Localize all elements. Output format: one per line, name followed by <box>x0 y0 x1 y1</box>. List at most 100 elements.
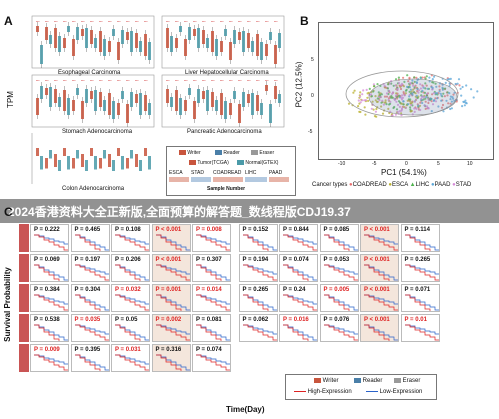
significance-stars: *** <box>274 20 278 24</box>
pca-point <box>402 103 405 106</box>
pca-point <box>372 108 375 111</box>
km-curves <box>34 294 68 311</box>
significance-stars: *** <box>229 20 233 24</box>
box-body <box>188 88 191 95</box>
km-pvalue: P = 0.01 <box>404 317 427 323</box>
km-curve <box>155 294 181 311</box>
pca-point <box>452 93 455 96</box>
box-body <box>242 31 245 52</box>
km-curve <box>196 234 230 245</box>
significance-stars: *** <box>126 79 130 83</box>
box-body <box>256 95 259 111</box>
km-curve <box>155 264 190 281</box>
significance-stars: *** <box>54 79 58 83</box>
pca-point <box>386 87 389 90</box>
pca-point <box>384 99 387 102</box>
km-curve <box>155 354 190 371</box>
box-body <box>76 27 79 40</box>
pca-point <box>413 107 416 110</box>
significance-stars: *** <box>108 79 112 83</box>
pca-point <box>383 101 386 104</box>
pca-point <box>375 115 378 118</box>
km-plot-cell: P = 0.009 <box>30 344 69 372</box>
box-body <box>81 29 84 36</box>
km-curve <box>242 264 277 281</box>
pca-point <box>446 91 449 94</box>
pca-point <box>470 88 473 91</box>
pca-point <box>359 91 362 94</box>
pca-point <box>441 88 444 91</box>
box-body <box>121 30 124 44</box>
pca-point <box>427 101 430 105</box>
pca-point <box>431 103 435 106</box>
subplot-title-esca: Esophageal Carcinoma <box>58 70 121 76</box>
pca-point <box>413 76 416 79</box>
pca-xtick-2: -5 <box>372 161 377 167</box>
pca-point <box>450 107 453 110</box>
pca-xtick-4: 5 <box>437 161 440 167</box>
significance-stars: *** <box>117 20 121 24</box>
km-curve <box>404 324 439 335</box>
km-plot-cell: P = 0.069 <box>30 254 69 282</box>
pca-point <box>431 93 434 96</box>
significance-stars: *** <box>45 79 49 83</box>
km-pvalue: P = 0.071 <box>404 287 431 293</box>
pca-point <box>432 92 435 95</box>
pca-point <box>359 95 362 98</box>
box-body <box>130 92 133 107</box>
km-curves <box>155 234 190 251</box>
box-body <box>117 42 120 60</box>
km-pvalue: P = 0.152 <box>242 227 269 233</box>
pca-point <box>380 105 383 108</box>
pca-point <box>420 97 423 100</box>
c-legend-low-label: Low-Expression <box>379 389 423 395</box>
pca-point <box>419 108 422 112</box>
pca-point <box>401 96 405 99</box>
c-legend-eraser: Eraser <box>394 378 420 384</box>
pca-point <box>387 89 391 92</box>
pca-point <box>414 84 417 87</box>
box-body <box>260 42 263 60</box>
km-plot-cell: P = 0.035 <box>70 314 110 342</box>
km-plot-cell: P = 0.031 <box>111 344 150 372</box>
box-body <box>85 28 88 48</box>
box-body <box>40 86 43 99</box>
km-curve <box>364 294 398 305</box>
box-body <box>206 90 209 111</box>
pca-point <box>406 74 409 77</box>
km-curve <box>242 234 268 251</box>
pca-point <box>434 100 438 103</box>
pca-point <box>400 82 404 85</box>
km-plot-cell: P < 0.001 <box>151 254 191 282</box>
km-plot-cell: P = 0.016 <box>279 314 318 342</box>
km-row-label <box>19 224 29 252</box>
pca-point <box>379 96 382 99</box>
box-body <box>121 156 124 170</box>
km-plot-cell: P = 0.005 <box>319 284 359 312</box>
pca-plot <box>318 22 494 160</box>
km-curve <box>196 294 230 311</box>
box-body <box>58 97 61 107</box>
box-body <box>144 34 147 56</box>
km-curve <box>196 234 230 251</box>
km-curves <box>242 294 277 311</box>
pca-point <box>439 92 442 95</box>
subplot-frame <box>31 74 155 128</box>
km-curves <box>404 264 439 281</box>
km-curve <box>115 294 149 305</box>
pca-point <box>434 97 437 100</box>
pca-point <box>370 93 373 96</box>
km-curves <box>115 294 149 311</box>
pca-point <box>424 77 427 80</box>
pca-point <box>423 91 427 94</box>
sample-code-stad: STAD <box>191 170 204 176</box>
pca-point <box>440 94 443 97</box>
box-body <box>206 38 209 48</box>
pca-legend-marker-paad: ● <box>430 182 435 188</box>
pca-point <box>440 99 443 102</box>
km-row-label <box>19 284 29 312</box>
pca-point <box>392 106 395 110</box>
pca-point <box>361 99 364 102</box>
box-body <box>72 39 75 56</box>
c-legend-eraser-label: Eraser <box>402 378 421 385</box>
